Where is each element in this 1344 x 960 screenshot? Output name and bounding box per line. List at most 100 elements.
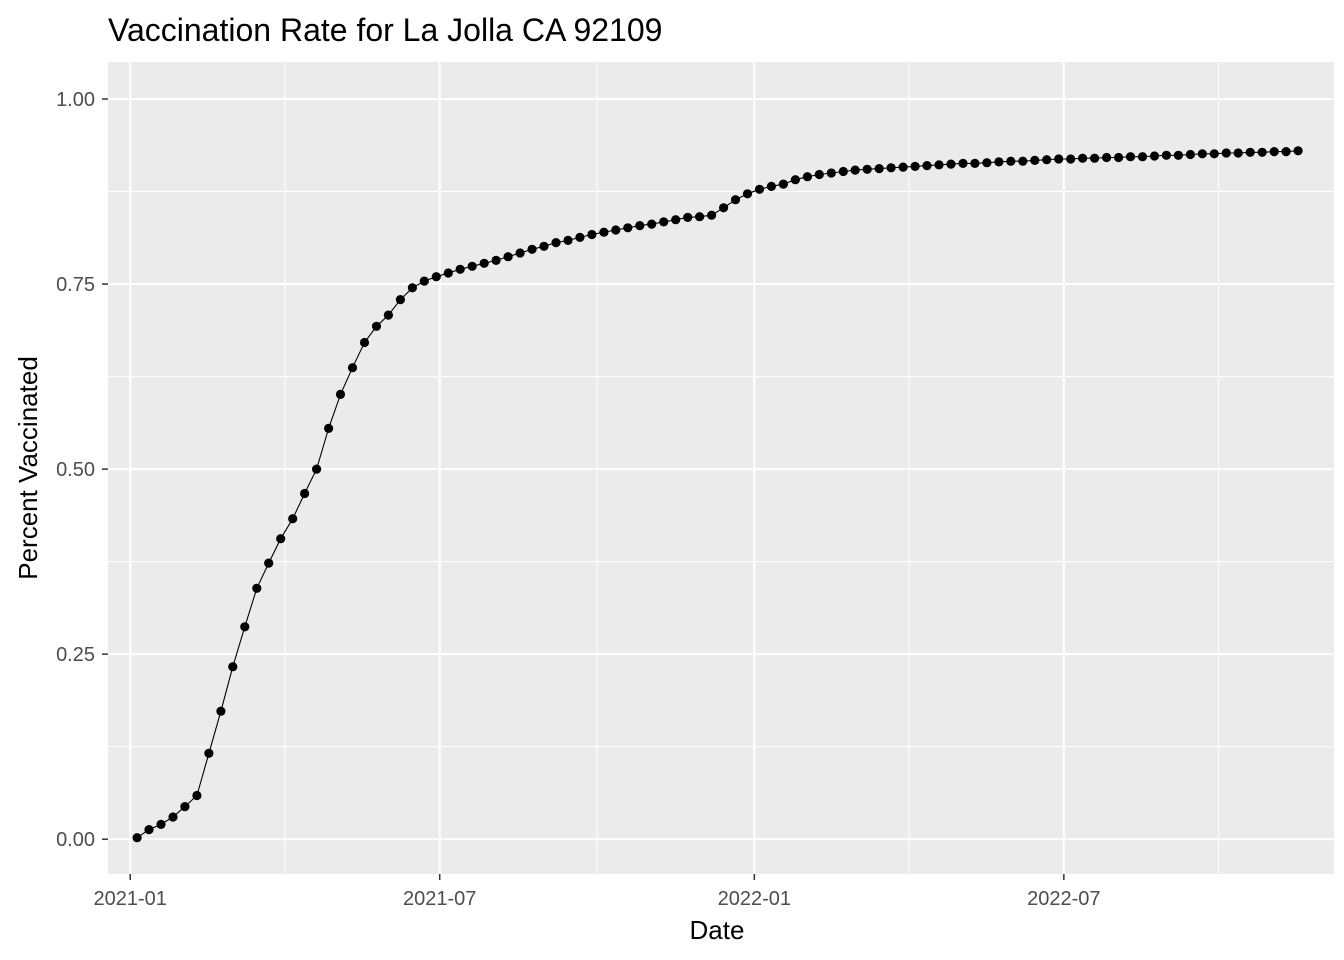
data-point	[946, 159, 956, 169]
data-point	[1006, 156, 1016, 166]
data-point	[838, 166, 848, 177]
data-point	[659, 217, 669, 227]
y-tick-label: 0.00	[56, 829, 95, 851]
data-point	[862, 164, 872, 174]
data-point	[1161, 150, 1171, 160]
data-point	[886, 163, 896, 173]
data-point	[874, 164, 884, 174]
y-tick-labels: 0.00 0.25 0.50 0.75 1.00	[56, 89, 95, 851]
data-point	[850, 165, 860, 175]
data-point	[719, 203, 729, 213]
data-point	[467, 261, 477, 271]
data-point	[1090, 153, 1100, 163]
data-point	[599, 227, 609, 237]
data-point	[228, 662, 238, 672]
data-point	[551, 238, 561, 248]
data-point	[324, 423, 334, 433]
x-tick-label: 2021-01	[94, 888, 167, 910]
data-point	[730, 195, 741, 205]
data-point	[1078, 153, 1088, 163]
data-point	[623, 223, 633, 233]
data-point	[359, 337, 370, 348]
data-point	[1281, 147, 1291, 157]
data-point	[970, 158, 980, 168]
y-axis-title: Percent Vaccinated	[13, 356, 43, 580]
data-point	[1185, 149, 1195, 160]
data-point	[515, 248, 525, 258]
x-tick-labels: 2021-01 2021-07 2022-01 2022-07	[94, 888, 1101, 910]
x-axis-title: Date	[690, 915, 745, 945]
data-point	[371, 321, 382, 331]
data-point	[264, 558, 274, 568]
data-point	[1245, 147, 1255, 157]
data-point	[754, 184, 765, 194]
data-point	[1149, 151, 1160, 161]
data-point	[611, 225, 621, 235]
data-point	[910, 161, 920, 171]
data-point	[1042, 155, 1052, 165]
data-point	[671, 215, 681, 225]
data-point	[144, 825, 154, 835]
data-point	[898, 162, 908, 172]
data-point	[982, 158, 992, 168]
data-point	[443, 268, 453, 278]
data-point	[455, 264, 465, 274]
data-point	[1030, 155, 1040, 165]
y-tick-label: 0.50	[56, 459, 95, 481]
data-point	[383, 310, 393, 320]
data-point	[132, 833, 142, 843]
data-point	[1102, 152, 1112, 163]
data-point	[252, 583, 262, 593]
data-point	[1125, 152, 1136, 162]
data-point	[587, 229, 597, 240]
data-point	[922, 161, 932, 171]
data-point	[647, 219, 657, 229]
data-point	[1197, 149, 1207, 159]
y-tick-label: 0.75	[56, 274, 95, 296]
y-tick-label: 1.00	[56, 89, 95, 111]
data-point	[407, 283, 417, 293]
plot-panel	[108, 62, 1334, 874]
x-tick-label: 2022-01	[718, 888, 791, 910]
data-point	[1209, 149, 1219, 159]
data-point	[575, 232, 585, 242]
data-point	[766, 181, 777, 191]
data-point	[180, 802, 190, 812]
data-point	[1173, 150, 1183, 160]
axis-ticks	[102, 98, 1065, 880]
data-point	[1221, 148, 1231, 158]
data-point	[742, 189, 753, 199]
x-tick-label: 2021-07	[403, 888, 476, 910]
data-point	[1257, 147, 1267, 157]
data-point	[395, 295, 405, 305]
series-points	[132, 146, 1303, 843]
data-point	[288, 514, 298, 524]
data-point	[1293, 146, 1303, 156]
data-point	[419, 276, 429, 286]
data-point	[1233, 148, 1243, 158]
data-point	[479, 258, 489, 268]
data-point	[958, 158, 968, 168]
data-point	[778, 179, 789, 189]
data-point	[204, 748, 214, 758]
x-tick-label: 2022-07	[1027, 888, 1100, 910]
data-point	[156, 819, 166, 830]
data-point	[276, 534, 286, 544]
chart-title: Vaccination Rate for La Jolla CA 92109	[108, 12, 662, 48]
y-tick-label: 0.25	[56, 644, 95, 666]
data-point	[1018, 156, 1028, 166]
data-point	[826, 168, 836, 178]
data-point	[814, 169, 824, 180]
data-point	[503, 252, 513, 262]
data-point	[790, 175, 801, 185]
data-point	[335, 389, 346, 399]
data-point	[635, 221, 645, 231]
data-point	[707, 210, 717, 220]
data-point	[192, 790, 202, 801]
data-point	[300, 488, 310, 499]
data-point	[1054, 154, 1064, 164]
data-point	[802, 172, 813, 182]
data-point	[1137, 152, 1148, 162]
data-point	[695, 212, 705, 222]
